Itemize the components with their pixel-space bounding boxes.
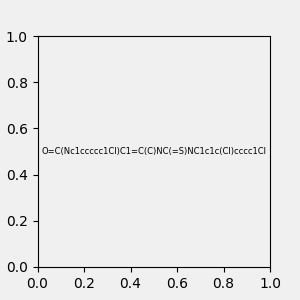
- Text: O=C(Nc1ccccc1Cl)C1=C(C)NC(=S)NC1c1c(Cl)cccc1Cl: O=C(Nc1ccccc1Cl)C1=C(C)NC(=S)NC1c1c(Cl)c…: [41, 147, 266, 156]
